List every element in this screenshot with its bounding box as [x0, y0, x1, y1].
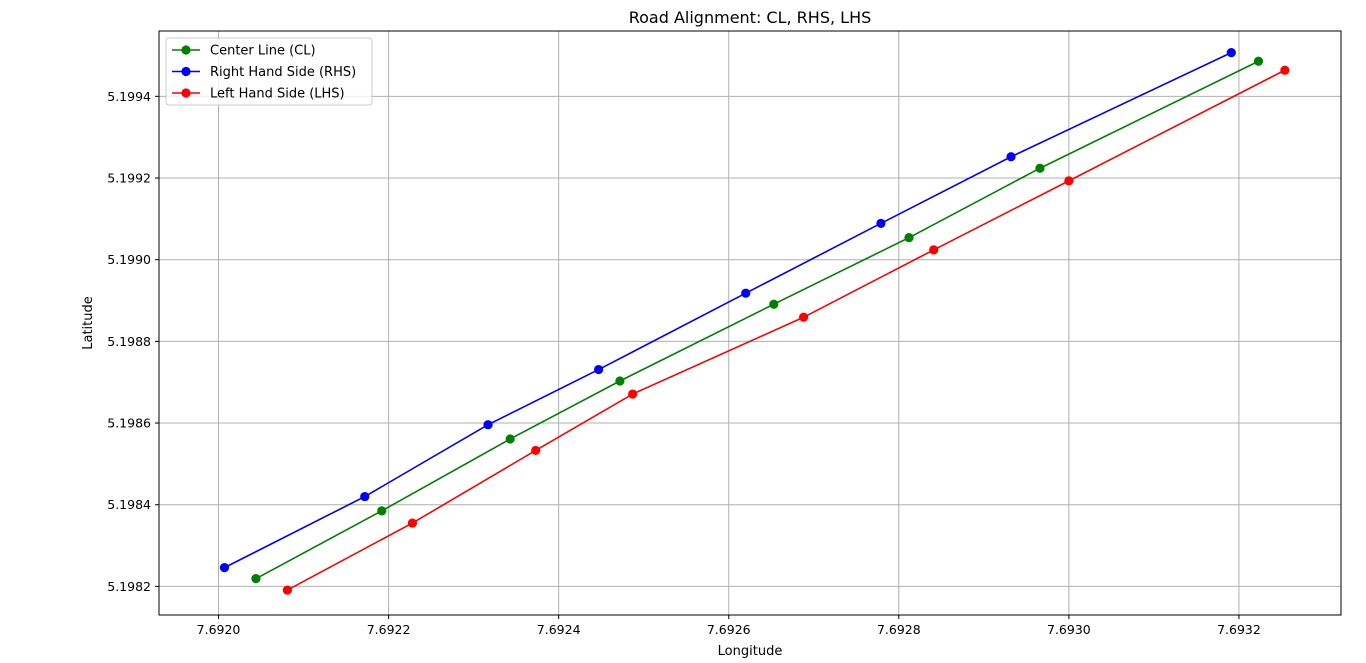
- data-point: [377, 506, 387, 516]
- series-layer: [219, 48, 1290, 595]
- data-point: [798, 312, 809, 322]
- legend-label: Right Hand Side (RHS): [210, 65, 356, 80]
- data-point: [769, 299, 779, 309]
- legend-swatch-marker: [181, 45, 191, 55]
- data-point: [1035, 163, 1045, 173]
- data-point: [741, 288, 751, 298]
- x-tick-label: 7.6920: [197, 622, 241, 637]
- legend-label: Center Line (CL): [210, 44, 316, 59]
- data-point: [1064, 176, 1074, 186]
- series-line: [224, 51, 1232, 569]
- series-1: [219, 48, 1236, 573]
- data-point: [282, 585, 293, 595]
- x-tick-label: 7.6926: [707, 622, 751, 637]
- data-point: [615, 376, 625, 386]
- data-point: [1226, 48, 1236, 58]
- legend: Center Line (CL) Right Hand Side (RHS) Lef…: [165, 37, 373, 106]
- legend-swatch-marker: [181, 88, 191, 98]
- y-tick-label: 5.1988: [107, 334, 151, 349]
- chart-title: Road Alignment: CL, RHS, LHS: [629, 8, 872, 27]
- legend-label: Left Hand Side (LHS): [210, 87, 345, 102]
- x-axis-ticks: 7.6920 7.6922 7.6924 7.6926 7.6928 7.6930 7.69…: [197, 615, 1261, 637]
- data-point: [251, 574, 261, 584]
- series-line: [255, 60, 1259, 580]
- x-tick-label: 7.6924: [537, 622, 581, 637]
- series-line: [287, 69, 1286, 591]
- data-point: [1006, 152, 1016, 162]
- series-2: [282, 65, 1290, 595]
- x-tick-label: 7.6922: [367, 622, 411, 637]
- plot-frame: [158, 30, 1342, 616]
- series-0: [251, 56, 1264, 584]
- grid: [159, 31, 1341, 615]
- data-point: [407, 518, 418, 528]
- data-point: [628, 389, 638, 399]
- y-tick-label: 5.1982: [107, 579, 151, 594]
- y-tick-label: 5.1990: [107, 252, 151, 267]
- data-point: [531, 445, 541, 456]
- data-point: [505, 434, 515, 444]
- y-tick-label: 5.1992: [107, 171, 151, 186]
- data-point: [594, 364, 604, 375]
- y-axis-ticks: 5.1982 5.1984 5.1986 5.1988 5.1990 5.1992 5.19…: [107, 89, 159, 594]
- data-point: [929, 245, 939, 255]
- data-point: [904, 233, 914, 243]
- data-point: [1280, 65, 1290, 75]
- data-point: [1253, 56, 1264, 66]
- x-axis-label: Longitude: [718, 644, 783, 659]
- y-axis-label: Latitude: [81, 296, 96, 350]
- data-point: [219, 563, 230, 573]
- y-tick-label: 5.1984: [107, 497, 151, 512]
- data-point: [360, 491, 370, 502]
- x-tick-label: 7.6928: [877, 622, 921, 637]
- x-tick-label: 7.6932: [1217, 622, 1261, 637]
- legend-swatch-marker: [181, 66, 191, 77]
- data-point: [483, 420, 493, 430]
- data-point: [876, 218, 886, 228]
- y-tick-label: 5.1986: [107, 416, 151, 431]
- y-tick-label: 5.1994: [107, 89, 151, 104]
- legend-box: [165, 37, 373, 106]
- x-tick-label: 7.6930: [1047, 622, 1091, 637]
